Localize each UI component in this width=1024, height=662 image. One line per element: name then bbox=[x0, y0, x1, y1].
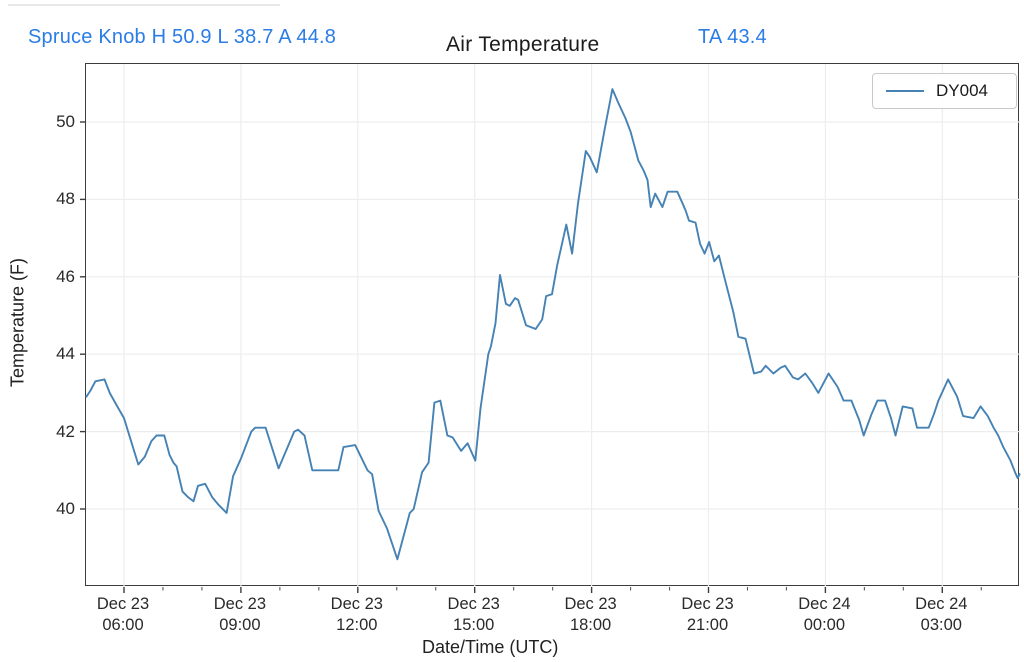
y-axis-label: Temperature (F) bbox=[7, 257, 28, 388]
y-tick-label: 44 bbox=[56, 344, 75, 364]
axis-ticks bbox=[80, 121, 982, 593]
legend-box: DY004 bbox=[872, 73, 1017, 109]
ta-reading-text: TA 43.4 bbox=[698, 26, 767, 48]
legend-series-label: DY004 bbox=[936, 81, 988, 100]
x-tick-label: Dec 24 00:00 bbox=[776, 594, 872, 636]
x-tick-time: 03:00 bbox=[920, 616, 962, 634]
x-tick-label: Dec 23 21:00 bbox=[660, 594, 756, 636]
x-tick-label: Dec 24 03:00 bbox=[893, 594, 989, 636]
x-tick-label: Dec 23 15:00 bbox=[426, 594, 522, 636]
x-tick-time: 00:00 bbox=[803, 616, 846, 634]
top-divider bbox=[8, 4, 280, 6]
x-tick-label: Dec 23 09:00 bbox=[192, 594, 288, 636]
plot-area: DY004 bbox=[80, 63, 1021, 593]
temperature-line-series bbox=[85, 88, 1021, 561]
y-tick-label: 46 bbox=[56, 266, 75, 286]
x-tick-time: 21:00 bbox=[686, 616, 729, 634]
x-tick-label: Dec 23 06:00 bbox=[75, 594, 171, 636]
x-tick-label: Dec 23 12:00 bbox=[309, 594, 405, 636]
x-tick-time: 12:00 bbox=[336, 616, 378, 634]
y-tick-label: 48 bbox=[56, 189, 75, 209]
y-tick-label: 50 bbox=[56, 112, 75, 131]
x-tick-time: 06:00 bbox=[102, 616, 144, 634]
y-tick-label: 40 bbox=[56, 499, 75, 518]
x-tick-time: 15:00 bbox=[453, 616, 495, 634]
x-axis-label: Date/Time (UTC) bbox=[422, 637, 559, 657]
gridlines bbox=[86, 64, 1020, 587]
y-tick-label: 42 bbox=[56, 421, 75, 441]
x-tick-time: 09:00 bbox=[219, 616, 261, 634]
legend-line-swatch-icon bbox=[886, 90, 924, 92]
x-tick-time: 18:00 bbox=[569, 616, 612, 634]
station-summary-text: Spruce Knob H 50.9 L 38.7 A 44.8 bbox=[28, 26, 337, 48]
chart-title: Air Temperature bbox=[446, 33, 600, 56]
temperature-line-chart bbox=[80, 64, 1021, 593]
x-tick-label: Dec 23 18:00 bbox=[543, 594, 639, 636]
